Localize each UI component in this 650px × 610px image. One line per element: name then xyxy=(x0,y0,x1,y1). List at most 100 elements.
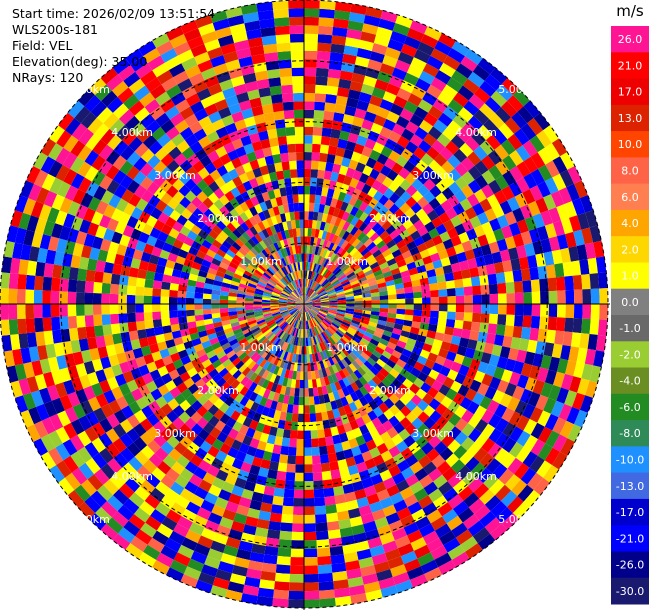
velocity-gate xyxy=(143,544,161,560)
colorbar: m/s26.021.017.013.010.08.06.04.02.01.00.… xyxy=(611,2,649,605)
velocity-gate xyxy=(296,160,304,170)
velocity-gate xyxy=(383,409,395,421)
velocity-gate xyxy=(333,282,342,289)
velocity-gate xyxy=(372,249,382,258)
velocity-gate xyxy=(231,357,242,367)
velocity-gate xyxy=(318,161,327,171)
velocity-gate xyxy=(223,51,239,64)
velocity-gate xyxy=(225,501,239,513)
velocity-gate xyxy=(599,304,609,320)
velocity-gate xyxy=(487,443,503,459)
velocity-gate xyxy=(211,299,220,304)
velocity-gate xyxy=(224,190,235,202)
velocity-gate xyxy=(264,155,275,166)
velocity-gate xyxy=(392,572,410,586)
velocity-gate xyxy=(49,125,65,143)
velocity-gate xyxy=(415,78,431,92)
velocity-gate xyxy=(384,275,394,283)
velocity-gate xyxy=(135,198,149,212)
velocity-gate xyxy=(282,312,290,318)
velocity-gate xyxy=(301,261,304,271)
velocity-gate xyxy=(8,273,19,289)
velocity-gate xyxy=(168,448,182,462)
velocity-gate xyxy=(496,379,509,394)
velocity-gate xyxy=(481,438,496,453)
velocity-gate xyxy=(193,343,204,353)
velocity-gate xyxy=(70,173,85,189)
velocity-gate xyxy=(504,325,514,337)
velocity-gate xyxy=(213,532,229,545)
velocity-gate xyxy=(379,244,389,254)
velocity-gate xyxy=(300,278,303,288)
velocity-gate xyxy=(312,299,321,303)
velocity-gate xyxy=(274,347,281,357)
velocity-gate xyxy=(204,39,221,52)
velocity-gate xyxy=(500,139,516,156)
velocity-gate xyxy=(494,447,509,464)
velocity-gate xyxy=(84,496,101,513)
velocity-gate xyxy=(236,304,245,308)
velocity-gate xyxy=(287,301,296,304)
velocity-gate xyxy=(233,345,243,354)
velocity-gate xyxy=(436,274,446,283)
velocity-gate xyxy=(320,298,329,302)
velocity-gate xyxy=(261,299,271,303)
velocity-gate xyxy=(222,240,232,250)
velocity-gate xyxy=(354,56,370,68)
velocity-gate xyxy=(435,355,446,366)
velocity-gate xyxy=(257,377,266,387)
velocity-gate xyxy=(430,545,448,560)
velocity-gate xyxy=(203,174,215,186)
velocity-gate xyxy=(203,318,214,326)
velocity-gate xyxy=(537,443,553,461)
velocity-gate xyxy=(165,362,177,373)
velocity-gate xyxy=(266,268,275,276)
velocity-gate xyxy=(123,94,140,110)
velocity-gate xyxy=(336,311,346,315)
velocity-gate xyxy=(354,253,364,262)
velocity-gate xyxy=(160,403,173,416)
velocity-gate xyxy=(304,312,306,321)
velocity-gate xyxy=(317,289,326,295)
velocity-gate xyxy=(294,310,300,319)
velocity-gate xyxy=(322,331,329,340)
velocity-gate xyxy=(114,373,127,387)
velocity-gate xyxy=(347,576,364,588)
velocity-gate xyxy=(301,346,304,355)
velocity-gate xyxy=(247,37,263,48)
velocity-gate xyxy=(516,349,527,363)
velocity-gate xyxy=(251,456,263,468)
velocity-gate xyxy=(349,277,358,284)
velocity-gate xyxy=(486,458,501,474)
start-time: Start time: 2026/02/09 13:51:54 xyxy=(12,6,216,21)
velocity-gate xyxy=(358,556,374,569)
velocity-gate xyxy=(480,313,490,324)
velocity-gate xyxy=(406,28,425,42)
velocity-gate xyxy=(277,250,284,259)
velocity-gate xyxy=(330,128,341,139)
velocity-gate xyxy=(268,137,279,148)
velocity-gate xyxy=(235,194,245,205)
velocity-gate xyxy=(560,152,575,170)
velocity-gate xyxy=(309,319,314,329)
velocity-gate xyxy=(162,355,173,366)
velocity-gate xyxy=(274,285,283,292)
velocity-gate xyxy=(333,112,345,123)
velocity-gate xyxy=(306,287,310,296)
velocity-gate xyxy=(126,165,140,180)
velocity-gate xyxy=(582,289,592,304)
velocity-gate xyxy=(309,310,316,317)
colorbar-tick-label: 1.0 xyxy=(621,270,639,283)
velocity-gate xyxy=(225,236,235,246)
velocity-gate xyxy=(467,442,482,457)
velocity-gate xyxy=(388,181,400,193)
velocity-gate xyxy=(500,452,516,469)
velocity-gate xyxy=(126,179,140,194)
velocity-gate xyxy=(363,204,374,216)
velocity-gate xyxy=(290,272,295,281)
velocity-gate xyxy=(520,363,533,378)
velocity-gate xyxy=(37,345,48,361)
velocity-gate xyxy=(391,378,403,389)
velocity-gate xyxy=(494,190,508,205)
velocity-gate xyxy=(202,123,216,136)
